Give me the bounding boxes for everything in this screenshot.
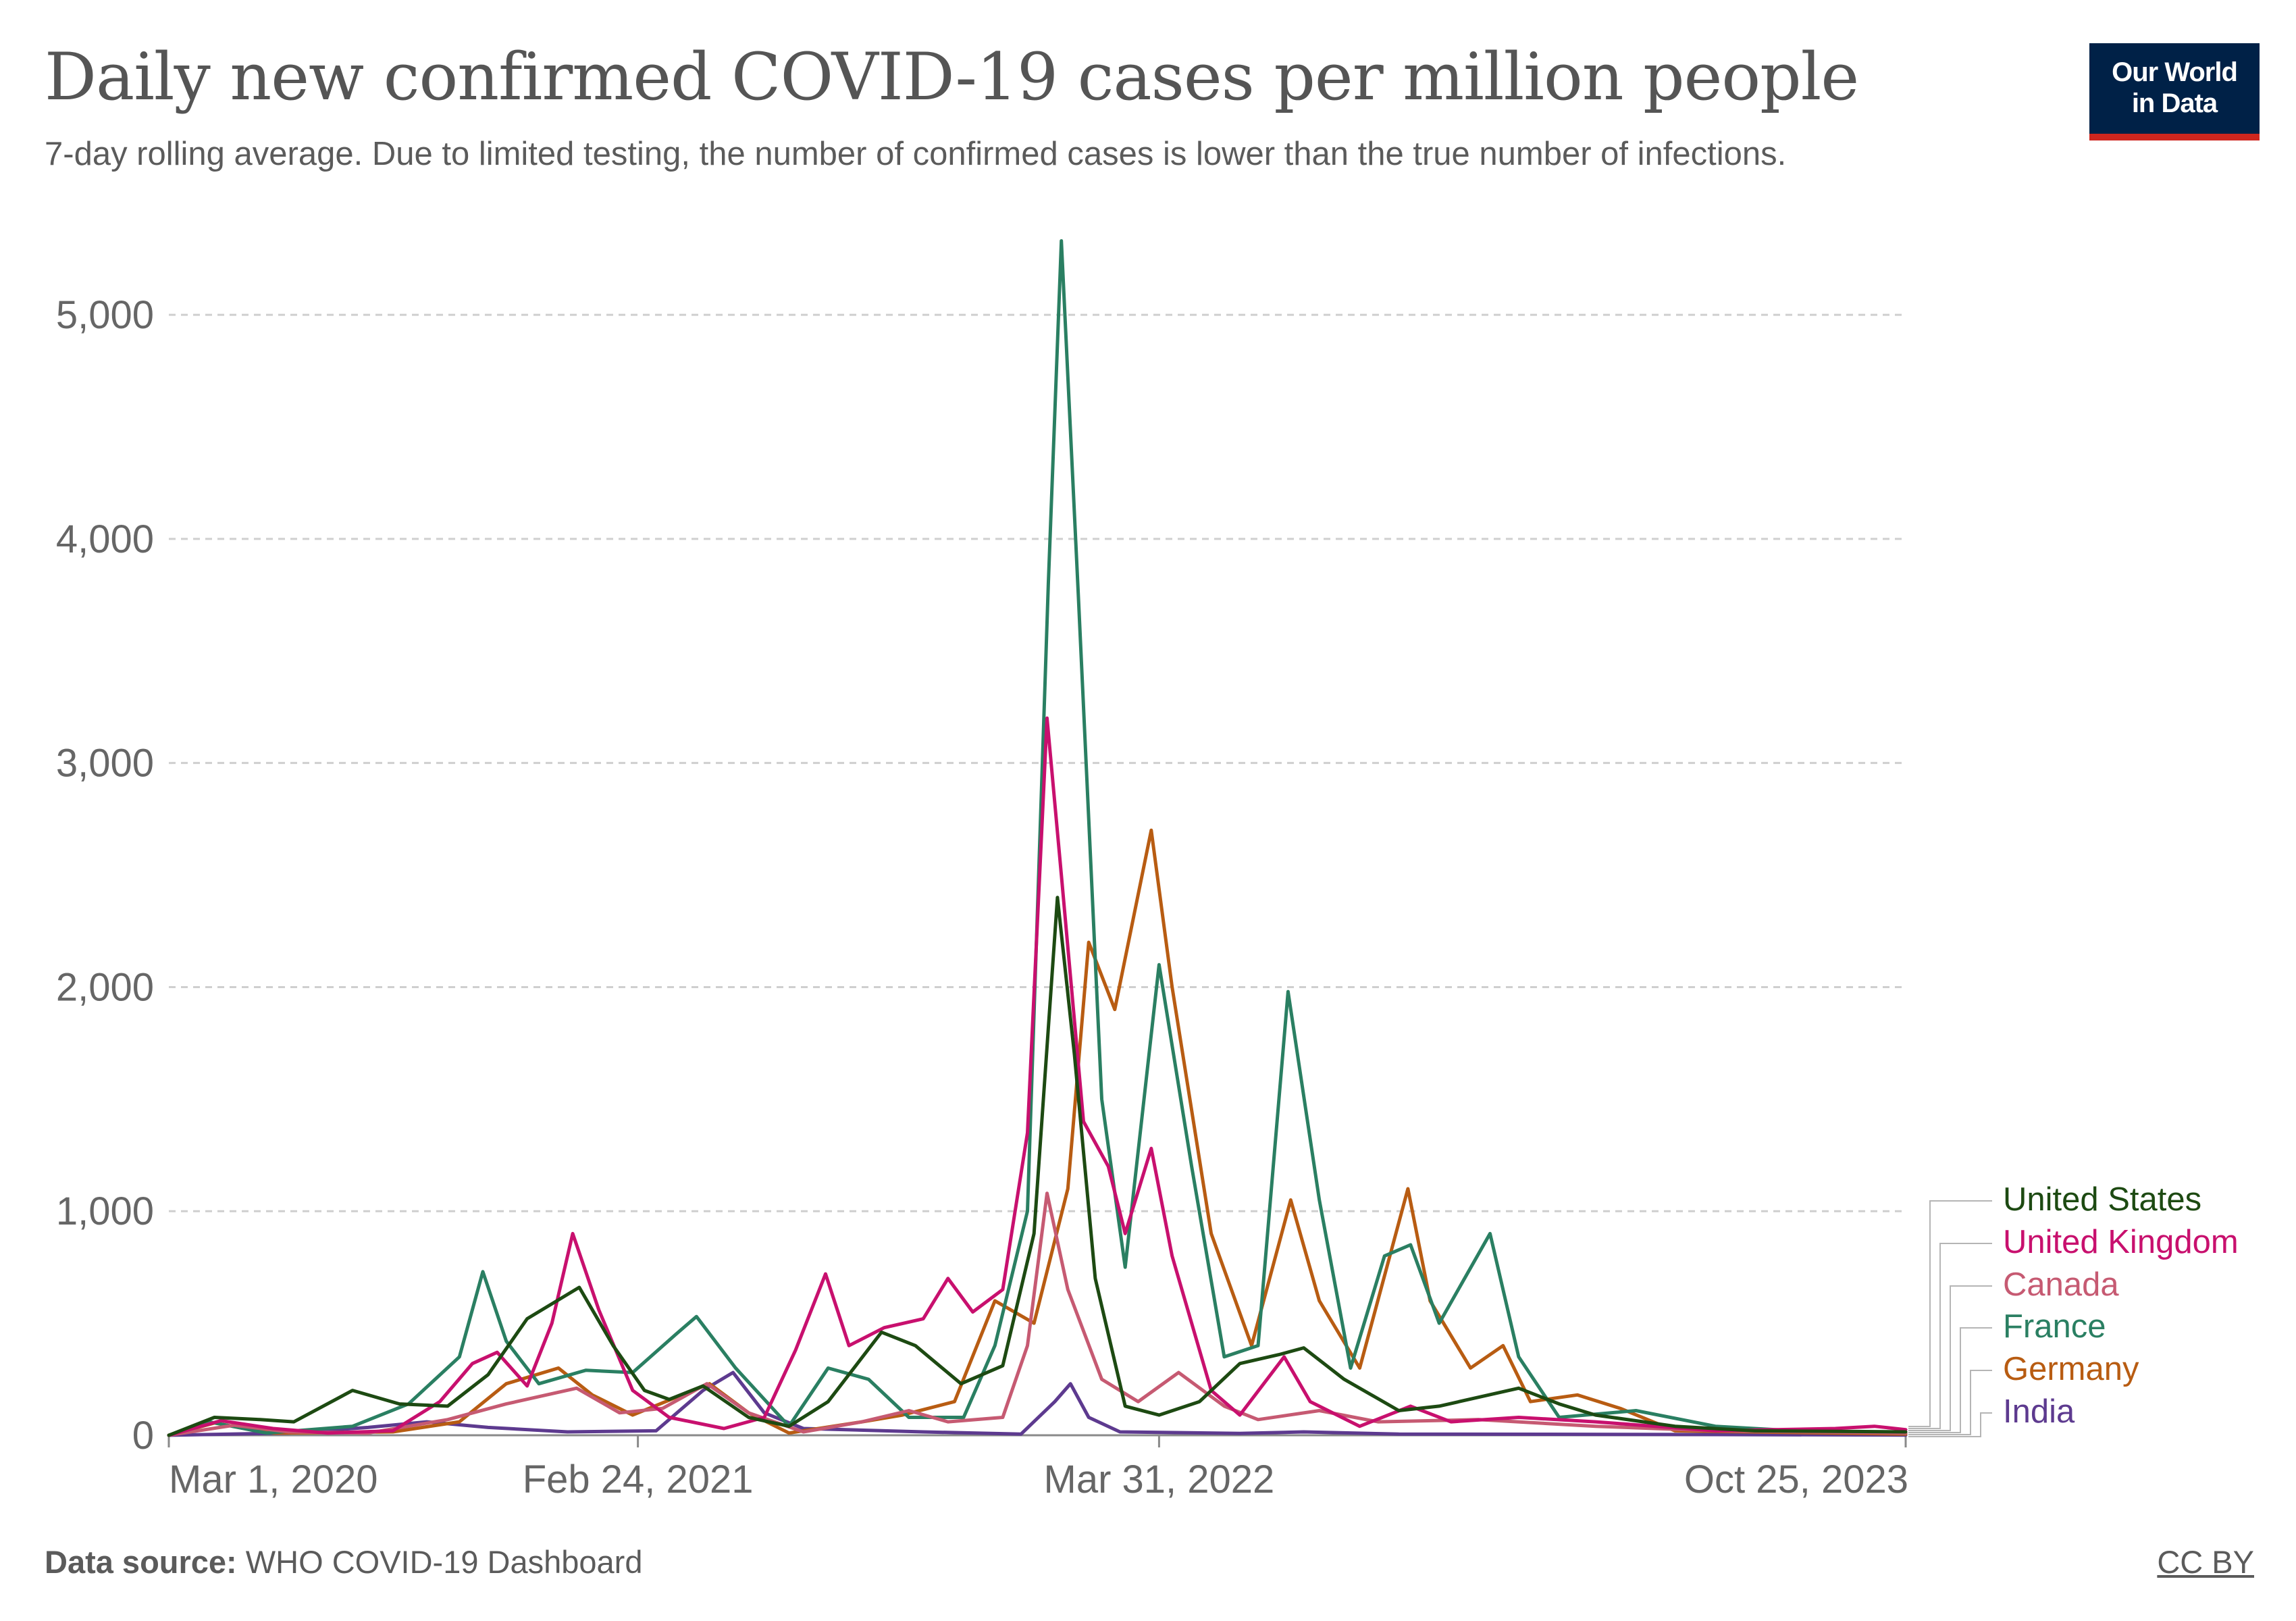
y-tick-label: 2,000 [56,965,154,1009]
series-line-india [167,1370,1908,1437]
legend-connector [1908,1285,1992,1431]
legend-connector [1908,1327,1992,1433]
logo-line-1: Our World [2112,57,2238,87]
legend-connector [1908,1412,1992,1437]
legend-label: France [2003,1308,2106,1345]
legend-label: United Kingdom [2003,1224,2239,1260]
x-tick-label: Oct 25, 2023 [1684,1458,1908,1501]
x-tick-label: Feb 24, 2021 [523,1458,754,1501]
legend-connector [1908,1370,1992,1435]
data-source-text: WHO COVID-19 Dashboard [236,1544,643,1580]
legend-connector [1908,1200,1992,1427]
owid-logo[interactable]: Our World in Data [2089,43,2260,140]
data-source: Data source: WHO COVID-19 Dashboard [45,1543,642,1580]
y-tick-label: 4,000 [56,517,154,561]
legend-label: United States [2003,1181,2201,1218]
grid-lines [169,313,1906,1212]
series-line-united-kingdom [167,716,1908,1437]
y-tick-label: 0 [132,1414,154,1458]
series-line-france [167,239,1908,1437]
x-axis: Mar 1, 2020 Feb 24, 2021 Mar 31, 2022 Oct 2… [167,1434,1908,1501]
x-tick-label: Mar 1, 2020 [169,1458,378,1501]
legend-label: India [2003,1393,2075,1430]
logo-line-2: in Data [2131,88,2218,118]
legend-label: Germany [2003,1351,2139,1387]
chart-subtitle: 7-day rolling average. Due to limited te… [45,136,1787,172]
chart-title: Daily new confirmed COVID-19 cases per m… [45,39,1859,115]
y-tick-label: 5,000 [56,293,154,337]
legend-connector [1908,1243,1992,1429]
y-tick-label: 1,000 [56,1189,154,1233]
series-lines [167,239,1908,1437]
data-source-label: Data source: [45,1544,237,1580]
legend-label: Canada [2003,1266,2119,1303]
y-tick-label: 3,000 [56,742,154,786]
y-axis: 0 1,000 2,000 3,000 4,000 5,000 [56,293,154,1458]
series-line-united-states [167,896,1908,1437]
x-tick-label: Mar 31, 2022 [1044,1458,1275,1501]
legend: United States United Kingdom Canada France G… [1908,1181,2239,1437]
license-link[interactable]: CC BY [2157,1544,2254,1580]
